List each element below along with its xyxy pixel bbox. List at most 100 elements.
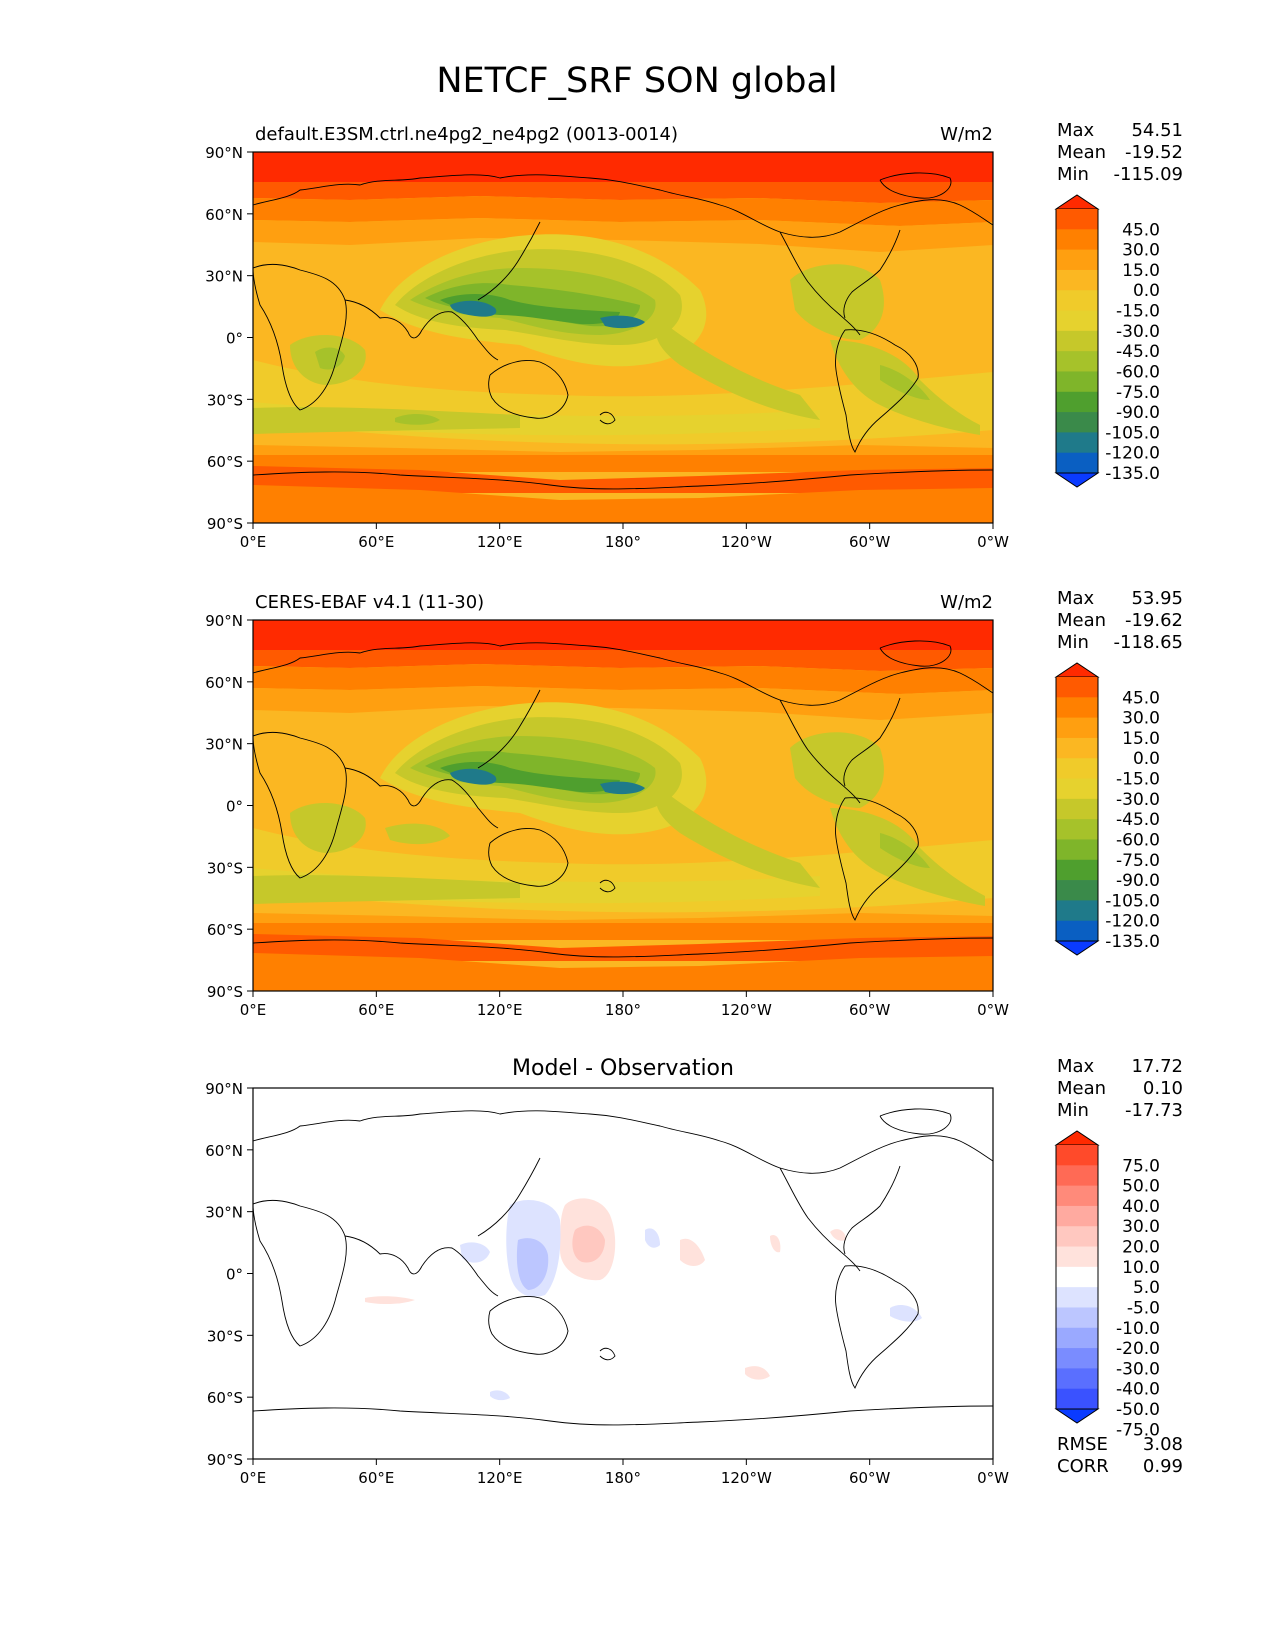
colorbar-outline: [1055, 209, 1099, 473]
colorbar-tick-label: -75.0: [1116, 383, 1160, 403]
lon-tick-label: 120°W: [721, 1469, 772, 1487]
colorbar-segment: [1056, 1327, 1098, 1349]
stat-name: CORR: [1057, 1456, 1109, 1477]
colorbar-tick-label: -10.0: [1116, 1319, 1160, 1339]
coastline-segment: [488, 360, 569, 419]
colorbar-tick-label: -135.0: [1105, 464, 1160, 484]
panel-obs: CERES-EBAF v4.1 (11-30) W/m2: [205, 588, 1183, 1019]
lon-tick-label: 0°E: [240, 1469, 267, 1487]
coastline-segment: [879, 640, 952, 667]
lat-tick-label: 30°N: [205, 736, 243, 754]
colorbar-segment: [1056, 1368, 1098, 1390]
lon-tick-label: 120°W: [721, 533, 772, 551]
coastline-segment: [835, 797, 919, 921]
lat-tick-label: 60°N: [205, 674, 243, 692]
colorbar-segment: [1056, 310, 1098, 332]
lat-tick-label: 90°N: [205, 612, 243, 630]
lat-tick-label: 60°N: [205, 1142, 243, 1160]
coastline-segment: [253, 642, 721, 674]
colorbar-tick-label: 75.0: [1122, 1156, 1160, 1176]
stat-name: Mean: [1057, 610, 1106, 631]
colorbar-tick-label: 45.0: [1122, 220, 1160, 240]
stat-value: 54.51: [1131, 120, 1183, 141]
stat-name: Mean: [1057, 142, 1106, 163]
panel-diff-lat-ticks: 90°N 60°N 30°N 0° 30°S 60°S 90°S: [205, 1080, 253, 1469]
lat-tick-label: 90°S: [207, 983, 243, 1001]
stat-name: RMSE: [1057, 1434, 1108, 1455]
coastline-segment: [253, 1405, 993, 1426]
colorbar-segment: [1056, 1246, 1098, 1268]
coastline-segment: [879, 172, 952, 199]
stat-value: -17.73: [1125, 1100, 1183, 1121]
coastline-segment: [779, 231, 861, 336]
colorbar-tick-label: -45.0: [1116, 342, 1160, 362]
lon-tick-label: 0°E: [240, 1001, 267, 1019]
lon-tick-label: 120°E: [477, 1001, 523, 1019]
colorbar-segment: [1056, 1266, 1098, 1288]
colorbar-tick-label: -105.0: [1105, 423, 1160, 443]
colorbar-segment: [1056, 859, 1098, 881]
panel-obs-stats: Max 53.95 Mean -19.62 Min -118.65: [1057, 588, 1183, 653]
colorbar-segment: [1056, 1388, 1098, 1410]
colorbar-tick-label: 15.0: [1122, 729, 1160, 749]
lat-tick-label: 60°S: [207, 1389, 243, 1407]
colorbar-tick-label: -40.0: [1116, 1380, 1160, 1400]
colorbar-segment: [1056, 412, 1098, 433]
lon-tick-label: 60°E: [358, 1001, 394, 1019]
colorbar-segment: [1056, 737, 1098, 759]
stat-value: 3.08: [1143, 1434, 1183, 1455]
lon-tick-label: 0°W: [977, 533, 1009, 551]
panel-model-colorbar: 45.030.015.00.0-15.0-30.0-45.0-60.0-75.0…: [1054, 194, 1160, 488]
colorbar-segment: [1056, 839, 1098, 861]
coastline-segment: [344, 767, 423, 807]
stat-name: Max: [1057, 1056, 1095, 1077]
colorbar-tick-label: -15.0: [1116, 770, 1160, 790]
colorbar-segment: [1056, 1205, 1098, 1227]
panel-obs-lon-ticks: 0°E 60°E 120°E 180° 120°W 60°W 0°W: [240, 991, 1009, 1019]
stat-value: 0.10: [1143, 1078, 1183, 1099]
colorbar-extend-max: [1054, 194, 1100, 210]
stat-name: Min: [1057, 164, 1089, 185]
coastline-segment: [835, 329, 919, 453]
lat-tick-label: 60°S: [207, 453, 243, 471]
colorbar-tick-label: -20.0: [1116, 1339, 1160, 1359]
lat-tick-label: 90°N: [205, 144, 243, 162]
panel-diff-label: Model - Observation: [512, 1056, 734, 1081]
panel-obs-units: W/m2: [940, 592, 993, 613]
panel-model-lon-ticks: 0°E 60°E 120°E 180° 120°W 60°W 0°W: [240, 523, 1009, 551]
panel-diff-lon-ticks: 0°E 60°E 120°E 180° 120°W 60°W 0°W: [240, 1459, 1009, 1487]
panel-model: default.E3SM.ctrl.ne4pg2_ne4pg2 (0013-00…: [205, 120, 1183, 551]
coastline-segment: [421, 1247, 499, 1297]
panel-diff-extra-stats: RMSE 3.08 CORR 0.99: [1057, 1434, 1183, 1477]
coastline-segment: [719, 667, 993, 706]
colorbar-segment: [1056, 900, 1098, 922]
colorbar-segment: [1056, 1287, 1098, 1308]
colorbar-tick-label: -75.0: [1116, 851, 1160, 871]
colorbar-tick-label: -105.0: [1105, 891, 1160, 911]
coastline-segment: [843, 697, 901, 787]
colorbar-segment: [1056, 452, 1098, 474]
lon-tick-label: 60°W: [849, 533, 891, 551]
colorbar-segment: [1056, 677, 1098, 698]
lat-tick-label: 30°S: [207, 859, 243, 877]
coastline-segment: [253, 731, 347, 879]
panel-obs-colorbar: 45.030.015.00.0-15.0-30.0-45.0-60.0-75.0…: [1054, 662, 1160, 956]
colorbar-segment: [1056, 717, 1098, 739]
colorbar-tick-label: -120.0: [1105, 444, 1160, 464]
panel-model-label: default.E3SM.ctrl.ne4pg2_ne4pg2 (0013-00…: [255, 124, 678, 145]
lon-tick-label: 180°: [605, 1469, 641, 1487]
coastline-segment: [835, 1265, 919, 1389]
stat-name: Min: [1057, 632, 1089, 653]
lat-tick-label: 30°N: [205, 268, 243, 286]
stat-value: -115.09: [1114, 164, 1183, 185]
colorbar-extend-min: [1054, 940, 1100, 956]
colorbar-segment: [1056, 1348, 1098, 1369]
panel-model-map: [253, 152, 993, 523]
colorbar-extend-min: [1054, 472, 1100, 488]
coastline-segment: [843, 1165, 901, 1255]
lon-tick-label: 0°E: [240, 533, 267, 551]
panel-diff: Model - Observation 90°N 60°N 30°N 0° 30°S 60…: [205, 1056, 1183, 1487]
lat-tick-label: 60°S: [207, 921, 243, 939]
colorbar-tick-label: -120.0: [1105, 912, 1160, 932]
